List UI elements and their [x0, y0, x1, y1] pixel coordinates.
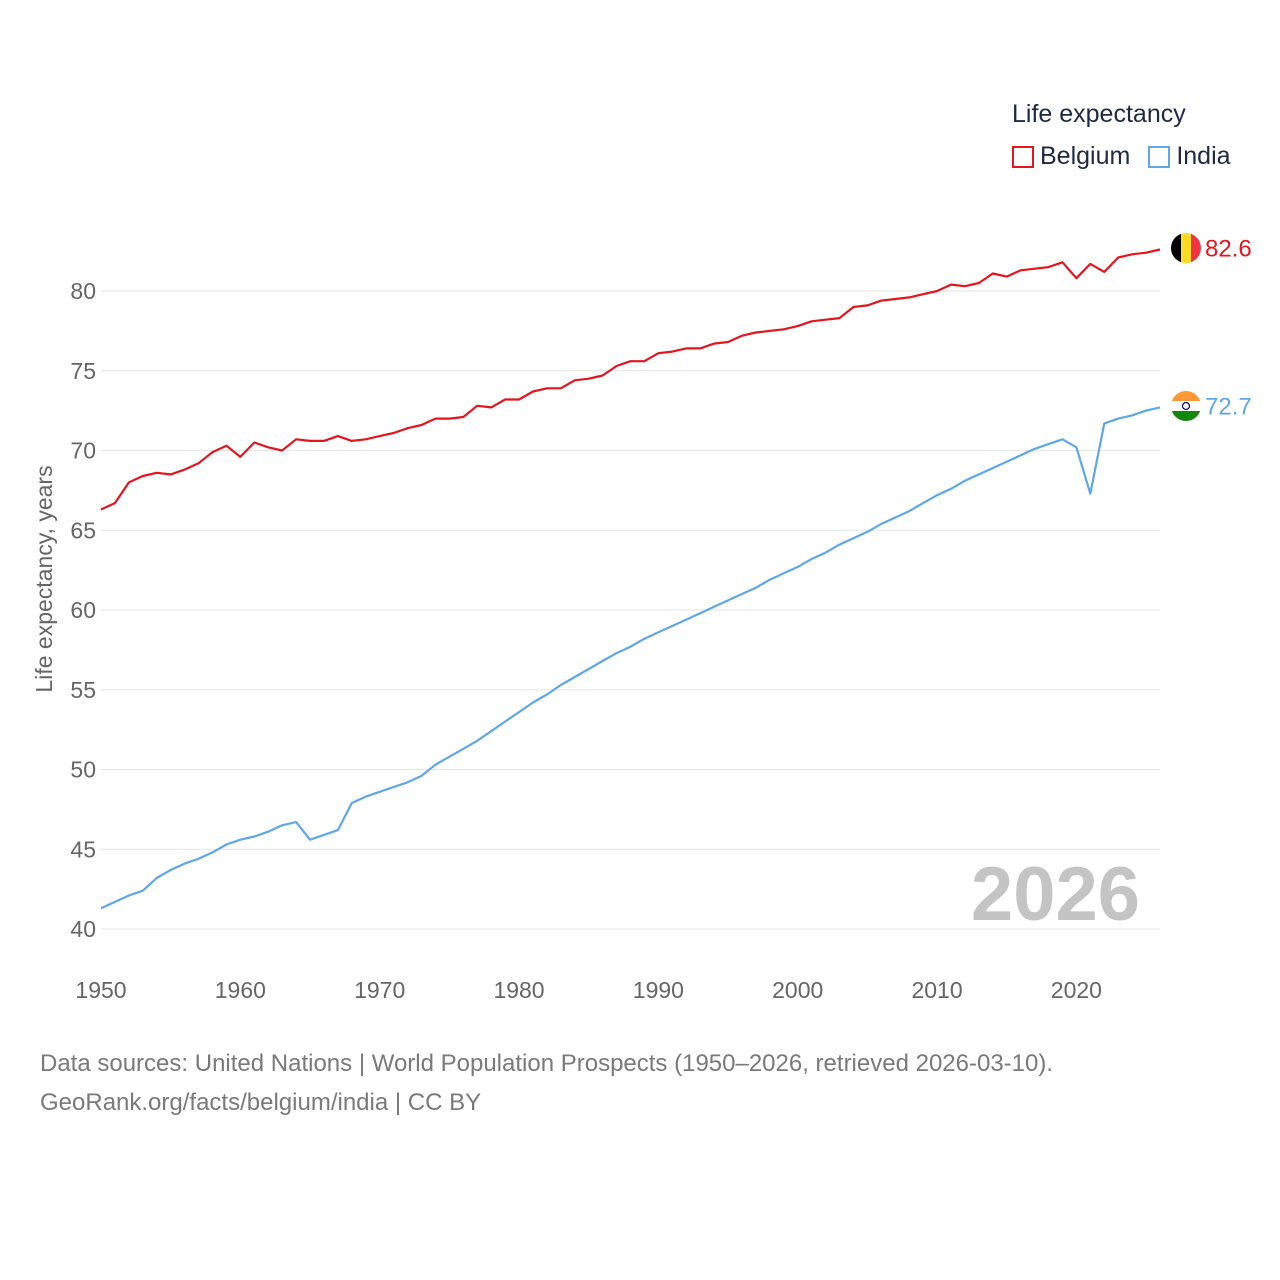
y-axis-ticks: 40 45 50 55 60 65 70 75 80: [70, 278, 96, 942]
y-tick-label: 75: [70, 358, 96, 384]
y-tick-label: 55: [70, 677, 96, 703]
y-tick-label: 70: [70, 438, 96, 464]
legend-title: Life expectancy: [1012, 100, 1186, 128]
india-flag-icon: [1171, 391, 1201, 421]
end-label-belgium: 82.6: [1205, 236, 1252, 263]
legend-item-belgium[interactable]: Belgium: [1012, 142, 1130, 171]
end-label-india: 72.7: [1205, 393, 1252, 420]
legend-label-india: India: [1176, 142, 1231, 170]
y-tick-label: 40: [70, 916, 96, 942]
x-tick-label: 1950: [75, 977, 126, 1003]
legend-item-india[interactable]: India: [1148, 142, 1231, 171]
end-labels: 82.6 72.7: [1205, 236, 1252, 421]
series-line-belgium: [100, 248, 1161, 511]
series-lines: [100, 248, 1161, 910]
data-source-note: Data sources: United Nations | World Pop…: [40, 1044, 1053, 1122]
y-tick-label: 80: [70, 278, 96, 304]
y-tick-label: 45: [70, 836, 96, 862]
x-tick-label: 1990: [633, 977, 684, 1003]
x-tick-label: 2000: [772, 977, 823, 1003]
source-line-1: Data sources: United Nations | World Pop…: [40, 1050, 1054, 1077]
source-line-2: GeoRank.org/facts/belgium/india | CC BY: [40, 1089, 482, 1116]
grid-lines: [101, 290, 1160, 930]
y-axis-label: Life expectancy, years: [31, 465, 57, 692]
legend: Belgium India: [1012, 142, 1249, 171]
legend-swatch-belgium: [1012, 145, 1034, 168]
y-tick-label: 60: [70, 597, 96, 623]
x-tick-label: 1970: [354, 977, 405, 1003]
y-tick-label: 50: [70, 757, 96, 783]
x-axis-ticks: 1950 1960 1970 1980 1990 2000 2010 2020: [75, 977, 1102, 1003]
y-tick-label: 65: [70, 517, 96, 543]
legend-swatch-india: [1148, 145, 1171, 168]
series-line-india: [100, 406, 1161, 910]
belgium-flag-icon: [1171, 233, 1201, 263]
x-tick-label: 2010: [911, 977, 962, 1003]
legend-label-belgium: Belgium: [1040, 142, 1131, 170]
x-tick-label: 1960: [215, 977, 266, 1003]
x-tick-label: 2020: [1051, 977, 1102, 1003]
year-watermark: 2026: [971, 852, 1140, 937]
x-tick-label: 1980: [493, 977, 544, 1003]
